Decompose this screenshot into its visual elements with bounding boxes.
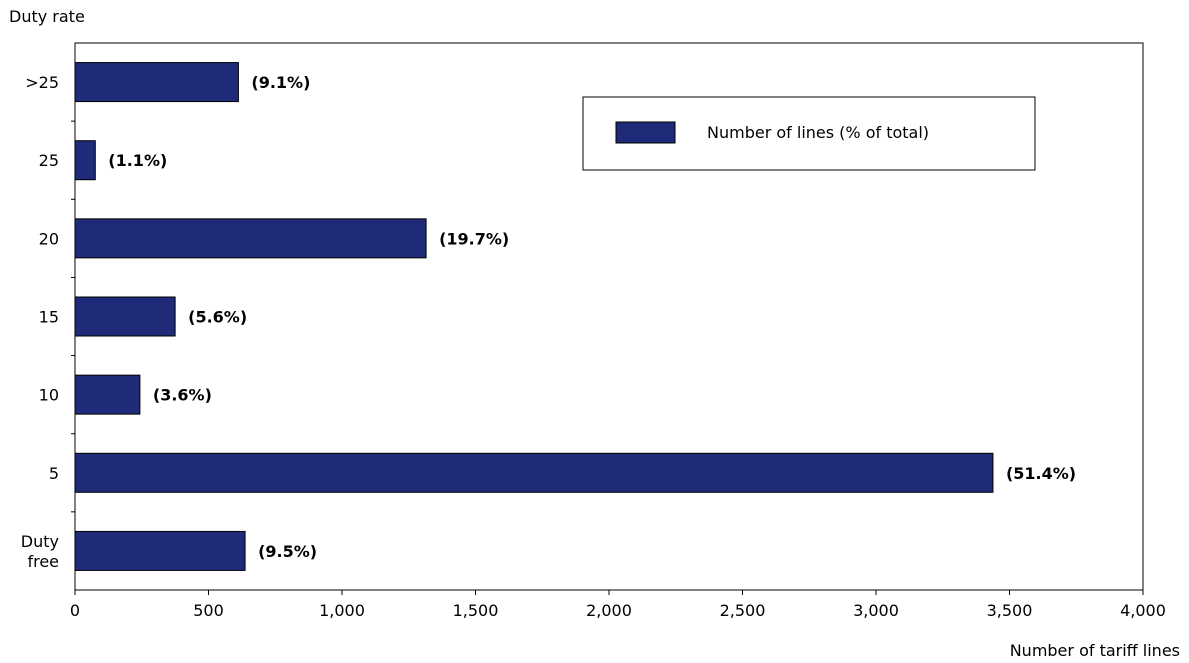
bar-data-label: (3.6%) [153,386,212,405]
bar [74,218,427,259]
x-axis-tick-labels: 0 500 1,000 1,500 2,000 2,500 3,000 3,500 4,000 [70,601,1166,620]
bar [74,530,246,571]
y-tick-label: 20 [39,229,59,248]
y-tick-label-line: 10 [39,386,59,405]
y-tick-label-line: 20 [39,229,59,248]
x-tick-label: 500 [193,601,224,620]
y-tick-label: 25 [39,151,59,170]
bar [74,140,96,181]
legend-swatch [615,121,676,144]
x-tick-label: 1,000 [319,601,365,620]
y-axis-tick-labels: >25 25 20 15 10 5 Duty free [21,73,59,571]
x-tick-label: 3,500 [987,601,1033,620]
bar-data-label: (19.7%) [439,229,509,248]
y-tick-label: Duty free [21,532,59,571]
bar [74,296,176,337]
x-tick-label: 0 [70,601,80,620]
x-tick-label: 1,500 [453,601,499,620]
x-tick-label: 3,000 [853,601,899,620]
y-tick-label: 10 [39,386,59,405]
y-axis-title: Duty rate [9,7,85,26]
bar [74,452,994,493]
x-tick-label: 4,000 [1120,601,1166,620]
bar [74,374,141,415]
y-tick-label-line: 5 [49,464,59,483]
y-axis-ticks [71,120,75,513]
bar-data-label: (5.6%) [188,308,247,327]
y-tick-label-line: >25 [25,73,59,92]
legend-label: Number of lines (% of total) [707,123,929,142]
x-tick-label: 2,500 [720,601,766,620]
y-tick-label: 15 [39,308,59,327]
bar-data-label: (9.1%) [251,73,310,92]
x-axis-title: Number of tariff lines [1010,641,1180,660]
bar-data-label: (51.4%) [1006,464,1076,483]
y-tick-label-line: Duty [21,532,59,551]
legend: Number of lines (% of total) [582,96,1036,171]
y-tick-label-line: 15 [39,308,59,327]
y-tick-label-line: 25 [39,151,59,170]
x-tick-label: 2,000 [586,601,632,620]
bar-data-label: (9.5%) [258,542,317,561]
y-tick-label: >25 [25,73,59,92]
bar-data-label: (1.1%) [108,151,167,170]
bar [74,62,239,103]
y-tick-label: 5 [49,464,59,483]
y-tick-label-line: free [27,552,59,571]
bar-data-labels: (9.1%) (1.1%) (19.7%) (5.6%) (3.6%) (51.4%) (9… [108,73,1076,561]
bar-series [74,62,994,571]
x-axis-ticks [74,590,1144,595]
